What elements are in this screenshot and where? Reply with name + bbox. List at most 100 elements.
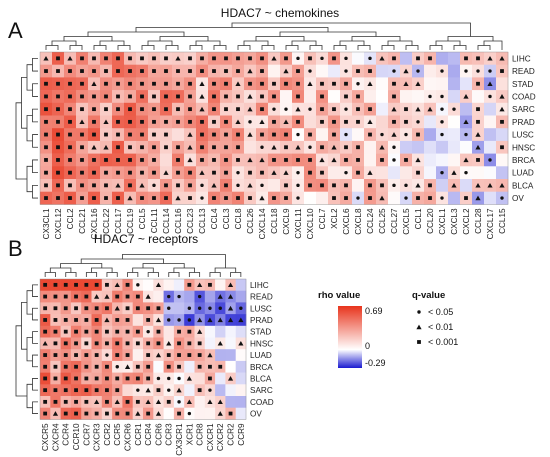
heatmap-b-row-tree-branch-5 (32, 401, 38, 414)
heatmap-b-marker-square (135, 294, 140, 299)
heatmap-a-marker-square (176, 170, 180, 175)
heatmap-b-marker-square (53, 306, 58, 311)
heatmap-a-marker-triangle (415, 157, 421, 163)
heatmap-a-marker-square (236, 145, 240, 150)
heatmap-a-marker-square (212, 81, 216, 86)
heatmap-b-col-tree-branch-6 (168, 272, 180, 277)
heatmap-b-marker-triangle (104, 294, 110, 299)
heatmap-b-marker-circle (167, 318, 171, 322)
heatmap-a-marker-square (212, 132, 216, 137)
heatmap-a-marker-circle (308, 107, 312, 111)
heatmap-b-marker-circle (136, 388, 140, 392)
heatmap-a-marker-square (332, 107, 336, 112)
heatmap-a-col-label: CXCL16 (90, 208, 99, 239)
heatmap-a-marker-circle (284, 107, 288, 111)
heatmap-a-marker-square (332, 132, 336, 137)
heatmap-b-marker-square (43, 353, 48, 357)
heatmap-b-marker-square (43, 411, 48, 416)
heatmap-b-marker-square (228, 411, 233, 416)
heatmap-b-marker-triangle (124, 364, 131, 369)
heatmap-a-marker-square (188, 107, 192, 112)
heatmap-a-marker-circle (464, 170, 468, 175)
heatmap-a-marker-square (224, 56, 228, 61)
heatmap-a-marker-square (224, 132, 228, 137)
heatmap-a-marker-square (416, 196, 420, 200)
heatmap-a-marker-circle (404, 196, 408, 200)
heatmap-a-marker-square (224, 81, 228, 86)
heatmap-b-marker-square (146, 341, 151, 346)
heatmap-b-marker-square (43, 294, 48, 299)
heatmap-b-row-label: STAD (250, 328, 271, 337)
heatmap-a-col-tree-branch-31 (255, 36, 305, 41)
heatmap-b-marker-circle (167, 306, 171, 310)
heatmap-a-marker-square (320, 183, 324, 188)
heatmap-b-marker-circle (136, 283, 140, 287)
rho-colorbar (338, 306, 362, 368)
heatmap-a-marker-square (344, 158, 348, 162)
heatmap-a-marker-triangle (175, 55, 181, 61)
heatmap-a-col-tree-branch-21 (147, 40, 173, 46)
heatmap-a-marker-square (224, 94, 228, 99)
heatmap-a-col-label: CCL13 (198, 208, 207, 234)
heatmap-a-marker-circle (248, 120, 252, 124)
heatmap-a-col-label: CCL22 (102, 208, 111, 234)
heatmap-a-cell (448, 77, 461, 91)
heatmap-b-marker-square (105, 341, 109, 346)
heatmap-a-marker-square (308, 170, 312, 175)
heatmap-b-row-label: LUAD (250, 351, 272, 360)
heatmap-a-marker-square (188, 56, 192, 61)
heatmap-a-row-tree-branch-4 (32, 159, 38, 174)
heatmap-a-marker-circle (392, 69, 396, 73)
heatmap-a-marker-square (248, 170, 252, 175)
heatmap-a-marker-triangle (91, 81, 97, 86)
heatmap-b-marker-square (74, 376, 78, 381)
heatmap-a-marker-square (104, 107, 108, 112)
heatmap-a-marker-square (200, 69, 204, 73)
heatmap-a-marker-square (476, 81, 480, 86)
rho-legend-title: rho value (318, 290, 360, 301)
heatmap-a-marker-square (80, 183, 84, 188)
heatmap-b-marker-triangle (52, 411, 59, 416)
heatmap-a-marker-square (56, 158, 60, 162)
heatmap-a-col-label: CXCL3 (450, 208, 459, 235)
heatmap-b-marker-square (105, 282, 109, 287)
heatmap-b-marker-circle (187, 318, 192, 322)
heatmap-b-cell (235, 396, 247, 408)
heatmap-b-marker-circle (105, 353, 109, 357)
heatmap-a-cell (448, 191, 461, 205)
heatmap-b: LIHC READ LUSC PRAD STAD HNSC LUAD BRCA BLCA SARC… (15, 254, 274, 456)
heatmap-b-marker-square (146, 376, 151, 381)
heatmap-a-col-label: CCL17 (114, 208, 123, 234)
heatmap-a-col-label: CXCL1 (438, 208, 447, 235)
heatmap-a-cell (400, 166, 413, 180)
heatmap-b-marker-circle (218, 306, 222, 310)
heatmap-b-col-label: CCR4 (144, 423, 153, 446)
heatmap-a-marker-square (332, 196, 336, 200)
heatmap-a-marker-square (428, 196, 432, 200)
heatmap-a-marker-square (200, 158, 204, 162)
heatmap-a-marker-square (188, 81, 192, 86)
heatmap-b-cell (204, 325, 216, 338)
heatmap-b-marker-triangle (145, 294, 151, 299)
heatmap-a-cell (172, 128, 185, 142)
heatmap-a-marker-square (296, 69, 300, 73)
heatmap-b-marker-triangle (186, 399, 192, 405)
heatmap-b-marker-square (177, 411, 181, 416)
heatmap-a-row-label: READ (512, 67, 535, 76)
heatmap-a-col-label: CCL25 (378, 208, 387, 234)
heatmap-a-marker-square (104, 158, 108, 162)
heatmap-b-cell (215, 372, 226, 385)
heatmap-a-marker-circle (236, 183, 240, 188)
heatmap-a-marker-square (116, 170, 120, 175)
heatmap-a-marker-square (188, 183, 192, 188)
heatmap-a-marker-square (116, 56, 120, 61)
heatmap-b-marker-square (84, 318, 89, 322)
heatmap-a-marker-square (176, 81, 180, 86)
heatmap-a-marker-circle (296, 132, 300, 137)
heatmap-a-marker-square (128, 81, 132, 86)
heatmap-a-marker-triangle (451, 170, 457, 175)
heatmap-b-row-tree-branch-7 (26, 337, 33, 362)
heatmap-b-marker-square (208, 376, 212, 381)
heatmap-b-marker-square (74, 294, 78, 299)
heatmap-a-marker-square (380, 183, 384, 188)
